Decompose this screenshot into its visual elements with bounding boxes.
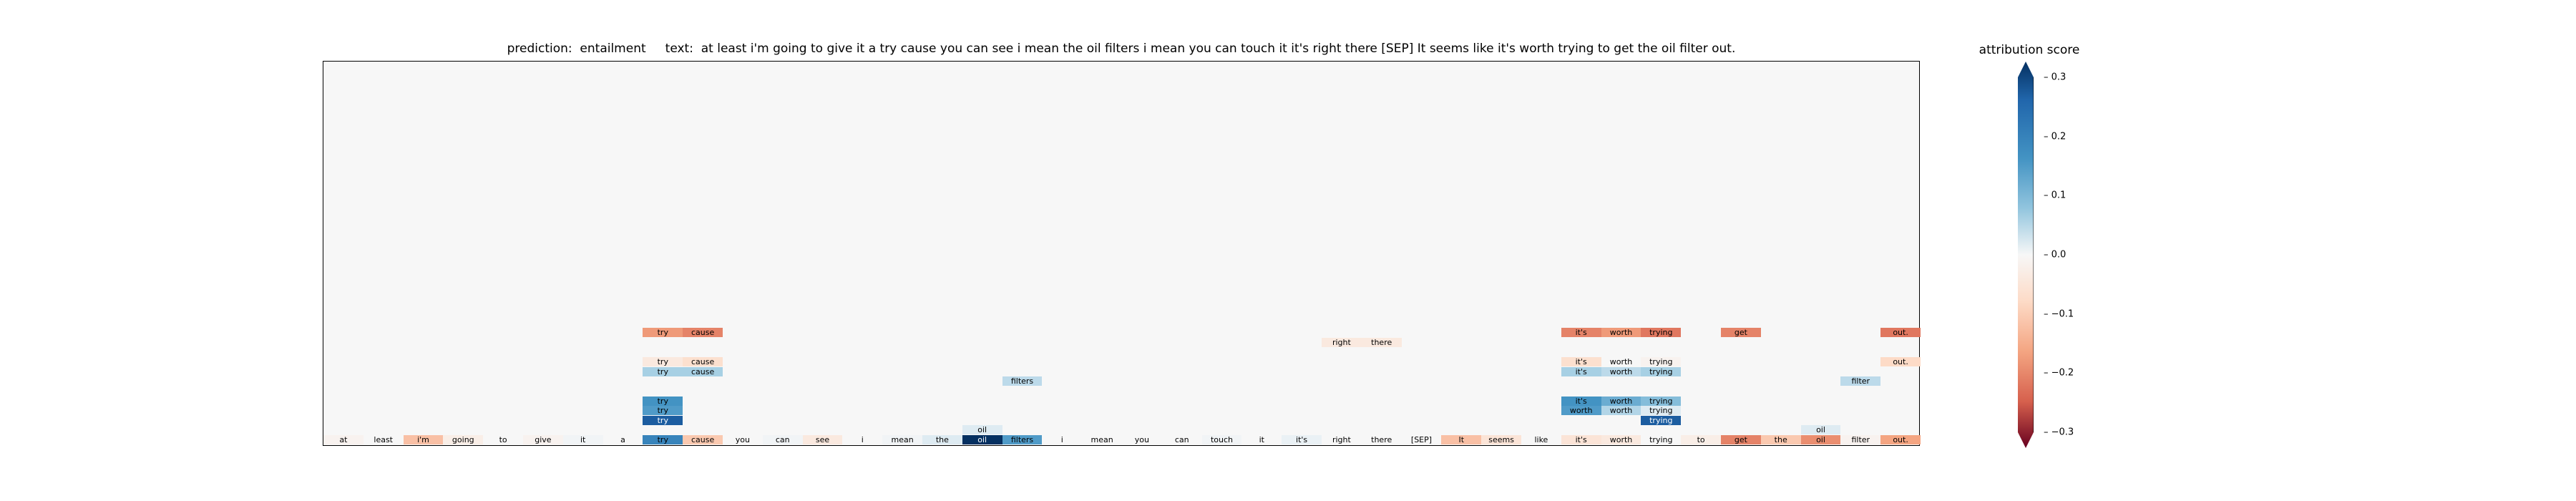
heatmap-cell: oil xyxy=(1800,425,1841,435)
heatmap-cell: trying xyxy=(1641,357,1682,367)
heatmap-cell: get xyxy=(1721,435,1761,444)
colorbar-tick-label: – 0.2 xyxy=(2044,131,2067,142)
heatmap-cell: you xyxy=(1122,435,1162,444)
heatmap-cell: worth xyxy=(1601,406,1641,416)
heatmap-cell: out. xyxy=(1880,435,1921,444)
heatmap-cell: worth xyxy=(1601,328,1641,338)
heatmap-cell: [SEP] xyxy=(1401,435,1442,444)
heatmap-cell: oil xyxy=(962,425,1002,435)
heatmap-cell: trying xyxy=(1641,328,1682,338)
heatmap-cell: it's xyxy=(1561,366,1601,376)
heatmap-cell: worth xyxy=(1601,396,1641,406)
colorbar-tick-label: – −0.1 xyxy=(2044,308,2074,320)
heatmap-cell: give xyxy=(523,435,563,444)
heatmap-cell: there xyxy=(1361,435,1402,444)
heatmap-cell: like xyxy=(1521,435,1561,444)
heatmap-cell: worth xyxy=(1601,357,1641,367)
heatmap-cell: see xyxy=(802,435,843,444)
heatmap-cell: it's xyxy=(1561,357,1601,367)
heatmap-cell: worth xyxy=(1601,366,1641,376)
heatmap-cell: mean xyxy=(882,435,922,444)
heatmap-cell: it's xyxy=(1561,435,1601,444)
heatmap-cells: at least i'm going to give it a try cause you can se… xyxy=(323,62,1921,447)
heatmap-cell: cause xyxy=(683,435,723,444)
heatmap-cell: trying xyxy=(1641,366,1682,376)
heatmap-cell: oil xyxy=(1800,435,1841,444)
heatmap-cell: can xyxy=(762,435,803,444)
colorbar-tick-label: – 0.0 xyxy=(2044,249,2067,261)
colorbar-tick-label: – 0.1 xyxy=(2044,190,2067,201)
heatmap-cell: mean xyxy=(1082,435,1122,444)
heatmap-cell: can xyxy=(1161,435,1202,444)
heatmap-cell: try xyxy=(643,366,683,376)
heatmap-cell: try xyxy=(643,435,683,444)
colorbar-label: attribution score xyxy=(1979,43,2080,57)
heatmap-cell: right xyxy=(1322,338,1362,347)
heatmap-cell: it's xyxy=(1561,328,1601,338)
heatmap-cell: try xyxy=(643,328,683,338)
heatmap-cell: the xyxy=(922,435,962,444)
heatmap-cell: touch xyxy=(1201,435,1242,444)
heatmap-cell: seems xyxy=(1481,435,1521,444)
colorbar-tick-label: – 0.3 xyxy=(2044,72,2067,83)
heatmap-cell: the xyxy=(1760,435,1801,444)
heatmap-cell: trying xyxy=(1641,415,1682,425)
heatmap-cell: there xyxy=(1361,338,1402,347)
heatmap-cell: to xyxy=(483,435,523,444)
heatmap-cell: cause xyxy=(683,357,723,367)
heatmap-cell: at xyxy=(323,435,364,444)
heatmap-cell: try xyxy=(643,396,683,406)
heatmap-cell: out. xyxy=(1880,357,1921,367)
heatmap-cell: trying xyxy=(1641,396,1682,406)
heatmap-cell: filter xyxy=(1840,376,1881,386)
heatmap-cell: cause xyxy=(683,366,723,376)
heatmap-cell: it's xyxy=(1282,435,1322,444)
heatmap-cell: try xyxy=(643,357,683,367)
colorbar-tick-label: – −0.2 xyxy=(2044,367,2074,379)
colorbar-tick-label: – −0.3 xyxy=(2044,427,2074,438)
heatmap-cell: filter xyxy=(1840,435,1881,444)
heatmap-cell: try xyxy=(643,415,683,425)
chart-title: prediction: entailment text: at least i'… xyxy=(507,42,1736,56)
heatmap-cell: going xyxy=(443,435,484,444)
heatmap-cell: try xyxy=(643,406,683,416)
heatmap-cell: i xyxy=(842,435,883,444)
heatmap-cell: it xyxy=(1241,435,1282,444)
heatmap-cell: least xyxy=(363,435,404,444)
heatmap-cell: worth xyxy=(1601,435,1641,444)
heatmap-cell: trying xyxy=(1641,435,1682,444)
heatmap-cell: i xyxy=(1042,435,1083,444)
heatmap-cell: oil xyxy=(962,435,1002,444)
heatmap-cell: it xyxy=(562,435,603,444)
heatmap-cell: to xyxy=(1681,435,1721,444)
heatmap-cell: a xyxy=(602,435,643,444)
heatmap-cell: filters xyxy=(1002,376,1043,386)
heatmap-cell: It xyxy=(1441,435,1482,444)
heatmap-cell: filters xyxy=(1002,435,1043,444)
heatmap-cell: cause xyxy=(683,328,723,338)
heatmap-cell: worth xyxy=(1561,406,1601,416)
colorbar-gradient xyxy=(2018,62,2034,448)
heatmap-cell: you xyxy=(723,435,763,444)
heatmap-cell: out. xyxy=(1880,328,1921,338)
heatmap-cell: right xyxy=(1322,435,1362,444)
heatmap-cell: trying xyxy=(1641,406,1682,416)
heatmap-plot-area: at least i'm going to give it a try cause you can se… xyxy=(323,61,1921,447)
heatmap-cell: i'm xyxy=(403,435,444,444)
colorbar xyxy=(2018,62,2034,448)
heatmap-cell: get xyxy=(1721,328,1761,338)
heatmap-cell: it's xyxy=(1561,396,1601,406)
